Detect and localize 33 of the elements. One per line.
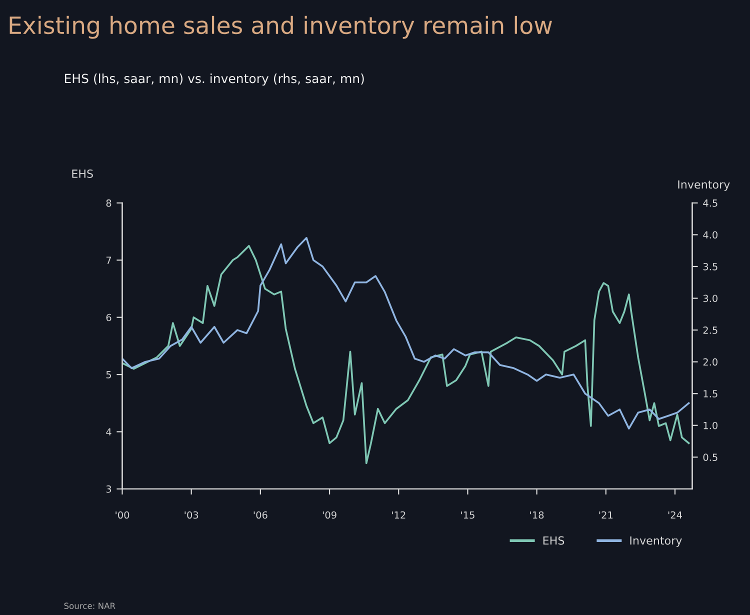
y-tick-label: 7 (106, 256, 111, 264)
x-tick-label: '06 (254, 511, 268, 519)
y2-axis-title: Inventory (678, 180, 730, 191)
y2-tick-label: 3.0 (703, 294, 718, 302)
y2-tick-label: 1.0 (704, 422, 718, 430)
source-note: Source: NAR (64, 602, 116, 609)
y-tick-label: 6 (106, 314, 112, 322)
y2-tick-label: 4.5 (703, 200, 718, 207)
x-tick-label: '21 (599, 511, 613, 519)
y-tick-label: 8 (106, 199, 112, 207)
x-tick-label: '18 (530, 511, 544, 519)
y2-tick-label: 3.5 (703, 262, 718, 270)
y2-tick-label: 1.5 (704, 390, 718, 398)
y2-tick-label: 2.0 (703, 358, 718, 366)
legend-label: EHS (543, 536, 564, 545)
y2-tick-label: 2.5 (703, 326, 718, 334)
x-tick-label: '24 (668, 511, 682, 519)
y-axis-title: EHS (72, 170, 93, 178)
y2-tick-label: 0.5 (703, 454, 718, 461)
y-tick-label: 3 (106, 485, 112, 493)
chart-title: Existing home sales and inventory remain low (10, 16, 552, 39)
x-tick-label: '00 (116, 511, 130, 519)
line-series (122, 237, 690, 430)
x-tick-label: '12 (392, 511, 406, 519)
y-tick-label: 5 (106, 371, 111, 378)
x-tick-label: '03 (184, 511, 198, 519)
x-tick-label: '15 (461, 511, 474, 519)
chart-subtitle: EHS (lhs, saar, mn) vs. inventory (rhs, saar, mn) (64, 74, 364, 86)
y2-tick-label: 4.0 (703, 231, 718, 239)
legend-label: Inventory (630, 536, 682, 547)
line-series (122, 244, 690, 464)
x-tick-label: '09 (322, 511, 336, 519)
y-tick-label: 4 (106, 428, 112, 436)
